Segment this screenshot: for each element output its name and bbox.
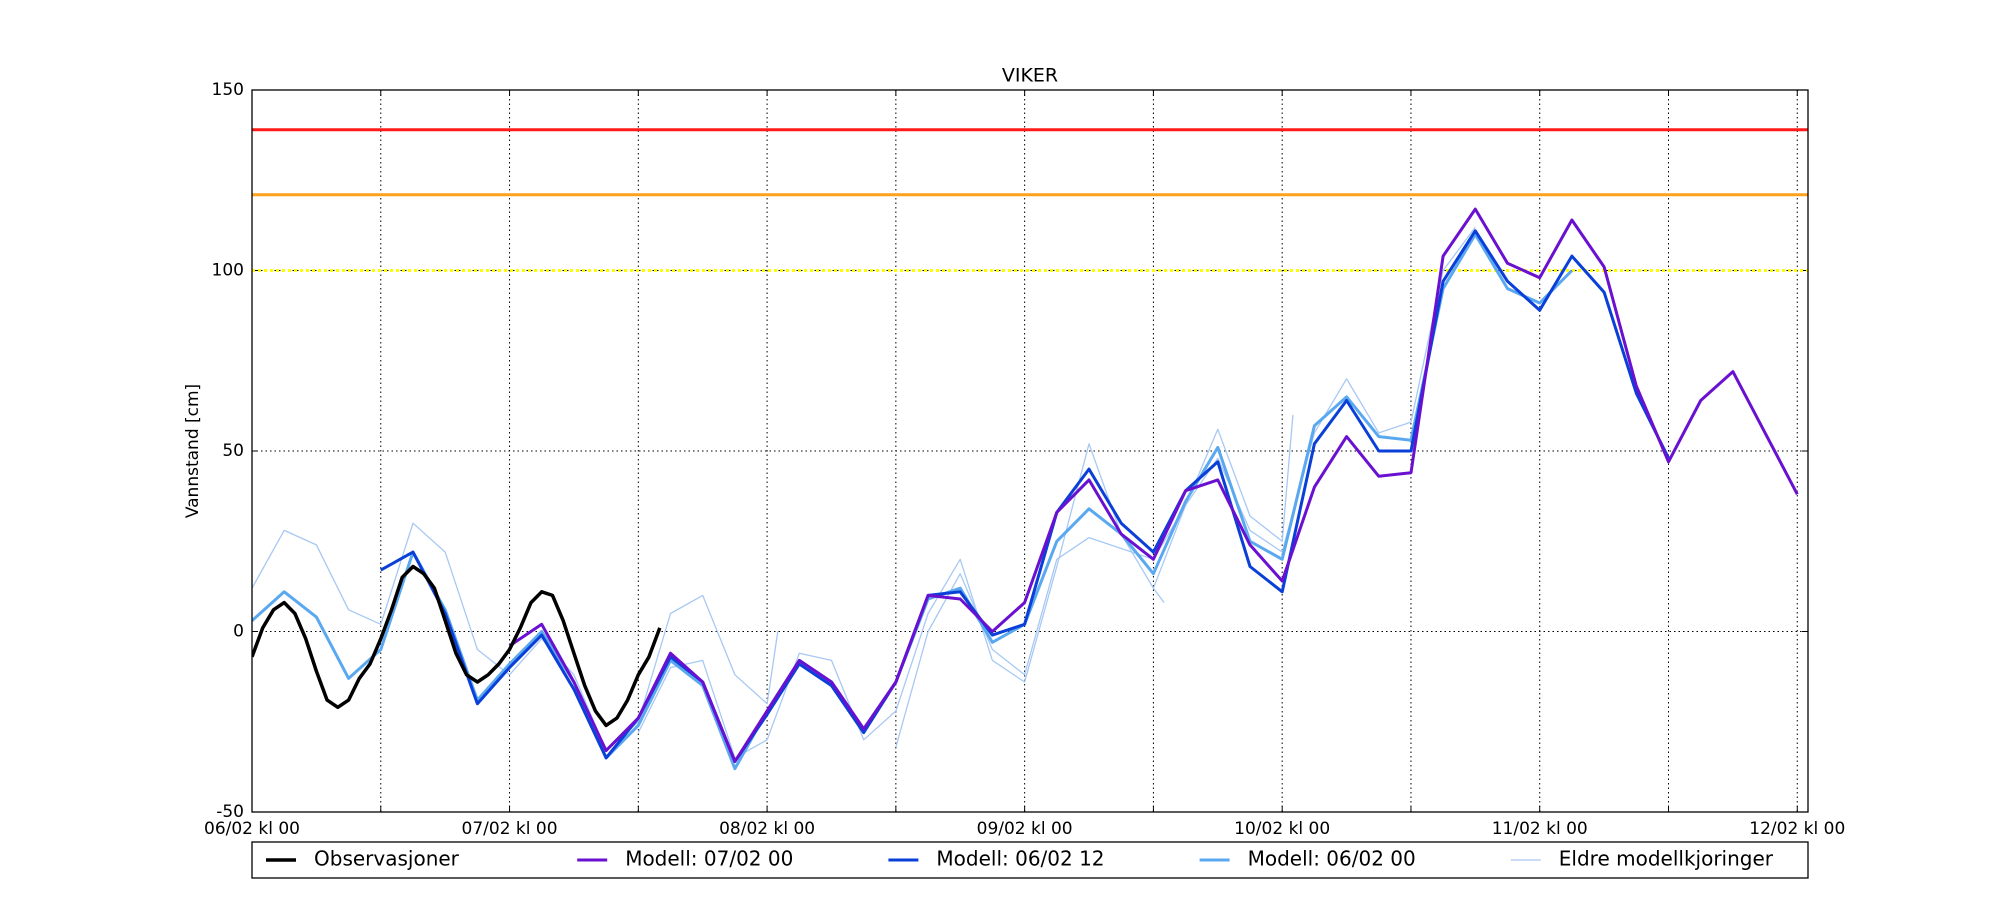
plot-area bbox=[252, 207, 1799, 771]
x-tick-label: 11/02 kl 00 bbox=[1492, 819, 1588, 839]
x-tick-label: 06/02 kl 00 bbox=[204, 819, 300, 839]
legend-label: Eldre modellkjoringer bbox=[1559, 847, 1774, 871]
series-line bbox=[252, 522, 779, 752]
plot-frame bbox=[251, 89, 1809, 813]
legend-label: Observasjoner bbox=[314, 847, 460, 871]
x-tick-label: 07/02 kl 00 bbox=[462, 819, 558, 839]
legend-label: Modell: 07/02 00 bbox=[625, 847, 793, 871]
x-tick-label: 10/02 kl 00 bbox=[1234, 819, 1330, 839]
y-tick-label: -50 bbox=[216, 802, 244, 822]
legend-label: Modell: 06/02 12 bbox=[936, 847, 1104, 871]
chart-title: VIKER bbox=[1002, 65, 1058, 87]
y-tick-label: 50 bbox=[222, 441, 244, 461]
y-tick-label: 0 bbox=[233, 622, 244, 642]
series-line bbox=[637, 443, 1165, 759]
x-tick-label: 08/02 kl 00 bbox=[719, 819, 815, 839]
series-line bbox=[252, 564, 662, 728]
x-tick-label: 12/02 kl 00 bbox=[1749, 819, 1845, 839]
series-line bbox=[1152, 226, 1476, 589]
y-tick-label: 100 bbox=[212, 261, 244, 281]
x-tick-label: 09/02 kl 00 bbox=[977, 819, 1073, 839]
y-axis-label: Vannstand [cm] bbox=[183, 384, 203, 518]
series-line bbox=[508, 207, 1799, 763]
series-line bbox=[380, 229, 1670, 763]
legend-box bbox=[251, 841, 1809, 879]
legend-label: Modell: 06/02 00 bbox=[1248, 847, 1416, 871]
y-tick-label: 150 bbox=[212, 80, 244, 100]
series-line bbox=[895, 414, 1294, 748]
